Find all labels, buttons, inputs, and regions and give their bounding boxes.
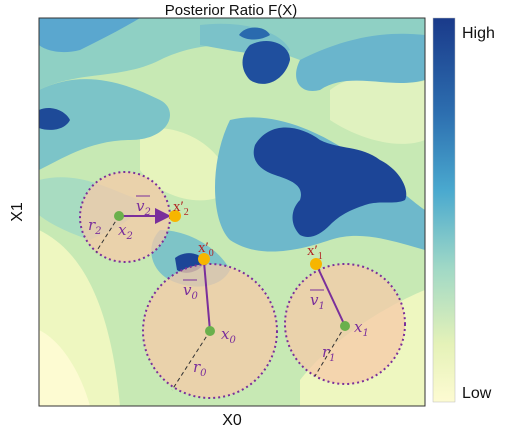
chart-title: Posterior Ratio F(X) (165, 2, 298, 19)
label-x0: x0 (221, 325, 236, 346)
colorbar-low-label: Low (462, 385, 492, 402)
label-r1: r1 (322, 343, 336, 364)
point-x0-prime (198, 253, 210, 265)
x-axis-label: X0 (222, 412, 242, 429)
radius-r0 (171, 330, 211, 391)
point-x2-prime (169, 210, 181, 222)
label-v0: v0 (183, 281, 198, 302)
label-x0-prime: x′0 (198, 240, 214, 259)
radius-r2 (95, 215, 120, 253)
colorbar-high-label: High (462, 25, 495, 42)
label-r0: r0 (193, 358, 207, 379)
label-x1-prime: x′1 (307, 243, 323, 262)
plot-frame (38, 17, 426, 407)
label-x2-prime: x′2 (173, 199, 189, 218)
point-x0 (205, 326, 215, 336)
point-x2 (114, 211, 124, 221)
label-v2: v2 (136, 197, 151, 218)
vector-v0 (203, 261, 211, 332)
point-x1 (340, 321, 350, 331)
colorbar (432, 17, 456, 403)
point-x1-prime (310, 258, 322, 270)
radius-r1 (314, 325, 346, 377)
label-v1: v1 (310, 291, 325, 312)
label-r2: r2 (88, 216, 102, 237)
y-axis-label: X1 (9, 202, 26, 222)
label-x2: x2 (118, 221, 133, 242)
vector-v1 (316, 265, 346, 327)
label-x1: x1 (354, 318, 369, 339)
